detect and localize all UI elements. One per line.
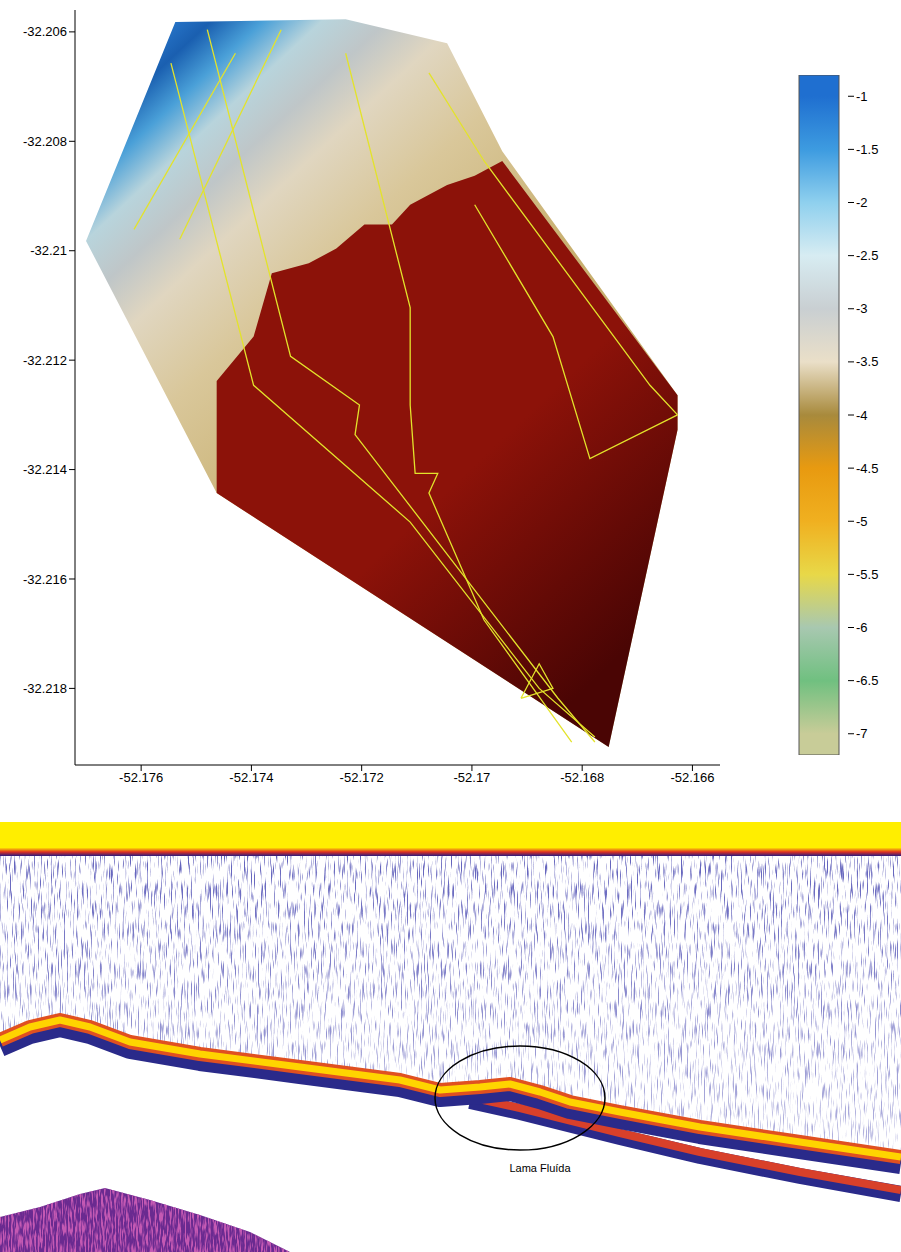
svg-text:-5.5: -5.5 xyxy=(856,567,878,582)
svg-text:-32.212: -32.212 xyxy=(23,353,67,368)
svg-text:-6.5: -6.5 xyxy=(856,673,878,688)
svg-text:-52.166: -52.166 xyxy=(670,770,714,785)
svg-text:-32.206: -32.206 xyxy=(23,24,67,39)
svg-text:-32.218: -32.218 xyxy=(23,681,67,696)
svg-text:-52.168: -52.168 xyxy=(560,770,604,785)
svg-text:-52.174: -52.174 xyxy=(229,770,273,785)
svg-text:-32.214: -32.214 xyxy=(23,462,67,477)
svg-text:-4.5: -4.5 xyxy=(856,461,878,476)
svg-text:Lama Fluída: Lama Fluída xyxy=(509,1162,571,1174)
svg-text:-3.5: -3.5 xyxy=(856,354,878,369)
svg-text:-32.208: -32.208 xyxy=(23,134,67,149)
svg-text:-32.216: -32.216 xyxy=(23,572,67,587)
svg-text:-2: -2 xyxy=(856,195,868,210)
svg-text:-52.17: -52.17 xyxy=(453,770,490,785)
svg-text:-52.176: -52.176 xyxy=(119,770,163,785)
svg-text:-4: -4 xyxy=(856,408,868,423)
svg-text:-32.21: -32.21 xyxy=(30,243,67,258)
svg-text:-1.5: -1.5 xyxy=(856,142,878,157)
svg-text:-2.5: -2.5 xyxy=(856,248,878,263)
svg-text:-7: -7 xyxy=(856,726,868,741)
svg-text:-1: -1 xyxy=(856,89,868,104)
svg-text:-3: -3 xyxy=(856,301,868,316)
svg-text:-5: -5 xyxy=(856,514,868,529)
svg-text:-6: -6 xyxy=(856,620,868,635)
svg-text:-52.172: -52.172 xyxy=(340,770,384,785)
